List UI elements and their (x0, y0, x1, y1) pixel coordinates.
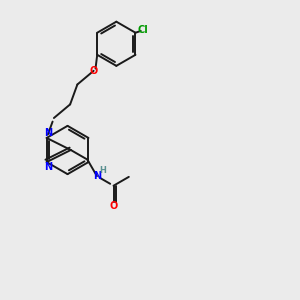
Text: H: H (99, 166, 106, 175)
Text: O: O (89, 66, 98, 76)
Text: N: N (44, 128, 52, 138)
Text: Cl: Cl (137, 26, 148, 35)
Text: O: O (110, 201, 118, 211)
Text: N: N (44, 162, 52, 172)
Text: N: N (93, 171, 101, 181)
